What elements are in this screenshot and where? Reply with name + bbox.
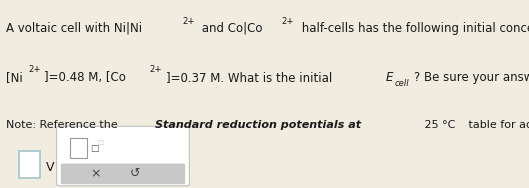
Text: ]=0.48 M, [Co: ]=0.48 M, [Co xyxy=(44,71,126,84)
Text: and Co|Co: and Co|Co xyxy=(198,22,263,35)
FancyBboxPatch shape xyxy=(19,151,40,178)
Text: ]=0.37 M. What is the initial: ]=0.37 M. What is the initial xyxy=(166,71,336,84)
Text: ×: × xyxy=(90,167,101,180)
Text: □: □ xyxy=(90,144,98,153)
Text: ↺: ↺ xyxy=(130,167,141,180)
Text: □: □ xyxy=(98,140,104,145)
FancyBboxPatch shape xyxy=(57,126,189,186)
Text: 25 °C: 25 °C xyxy=(421,120,455,130)
Text: V: V xyxy=(46,161,54,174)
Text: 2+: 2+ xyxy=(182,17,195,26)
Text: Standard reduction potentials at: Standard reduction potentials at xyxy=(155,120,361,130)
Text: E: E xyxy=(386,71,393,84)
Text: cell: cell xyxy=(395,79,409,88)
FancyBboxPatch shape xyxy=(61,164,185,184)
Text: [Ni: [Ni xyxy=(6,71,23,84)
Text: Note: Reference the: Note: Reference the xyxy=(6,120,122,130)
Text: A voltaic cell with Ni|Ni: A voltaic cell with Ni|Ni xyxy=(6,22,142,35)
Text: half-cells has the following initial concentrations:: half-cells has the following initial con… xyxy=(298,22,529,35)
Text: 2+: 2+ xyxy=(281,17,294,26)
Text: ? Be sure your answer has the correct number of significant figures.: ? Be sure your answer has the correct nu… xyxy=(414,71,529,84)
Text: table for additional information.: table for additional information. xyxy=(466,120,529,130)
FancyBboxPatch shape xyxy=(70,138,87,158)
Text: 2+: 2+ xyxy=(28,65,41,74)
Text: 2+: 2+ xyxy=(150,65,162,74)
